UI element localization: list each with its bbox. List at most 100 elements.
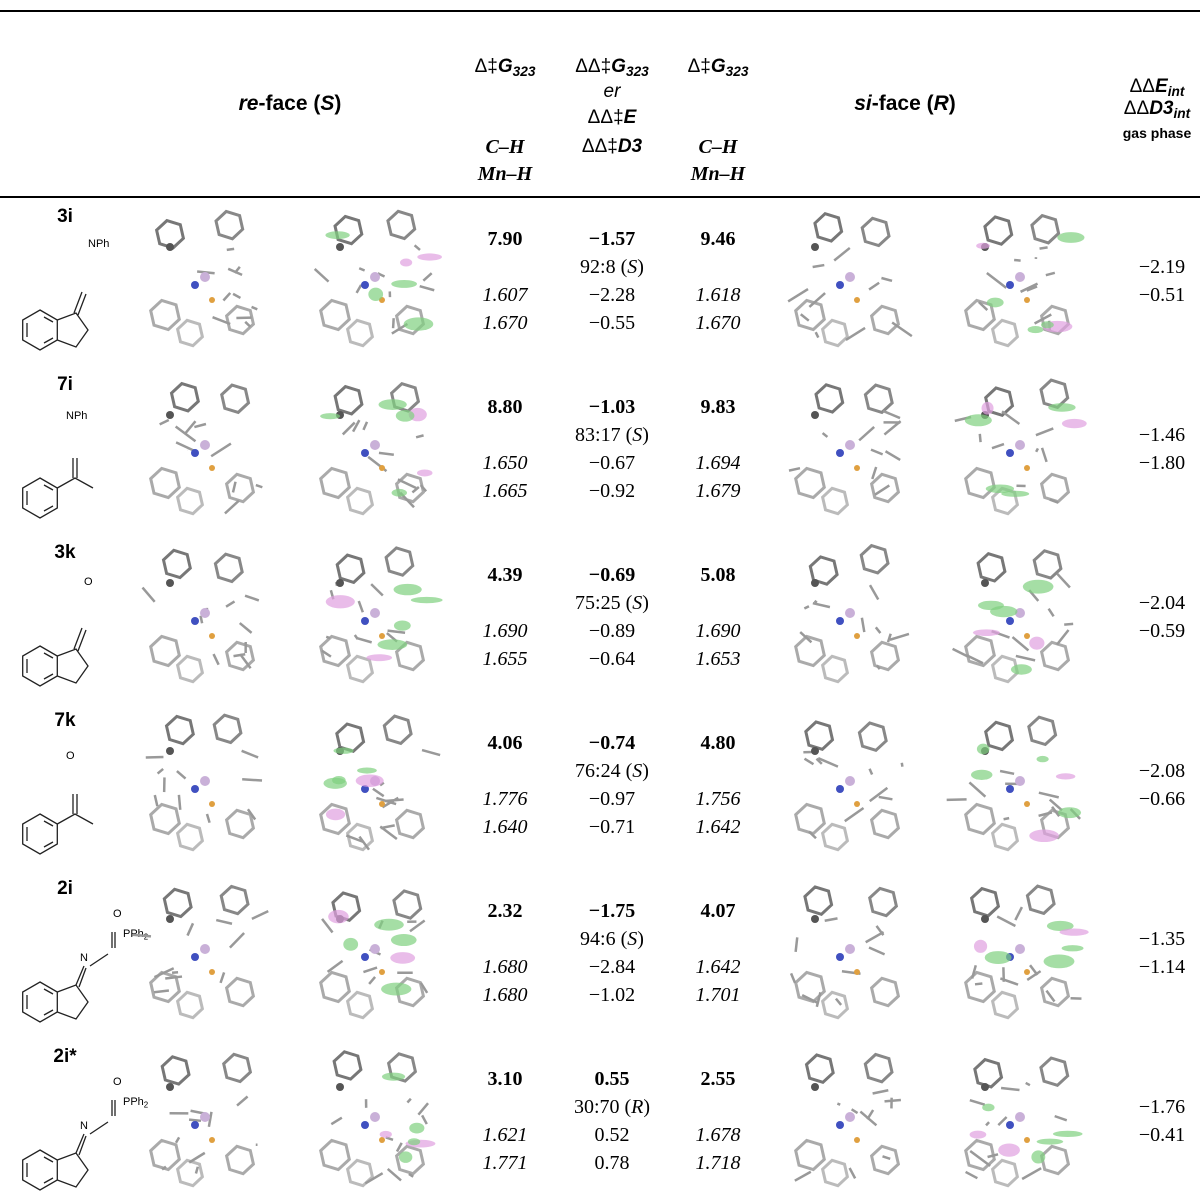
text-segment: G [498,56,513,77]
bond [1064,624,1073,625]
bond [177,771,186,779]
bond [869,947,885,954]
value-cell: 7.90 [488,228,523,251]
value-cell: −1.14 [1139,956,1185,979]
bond [837,1104,840,1105]
atom [370,440,380,450]
molecule-render [130,373,280,523]
compound-label: 2i [57,878,73,900]
atom [166,411,174,419]
er-cell: 92:8 (S) [580,256,644,279]
text-segment: S [632,760,642,782]
text-segment: R [934,92,949,115]
ring [151,468,180,497]
ring [1042,978,1069,1005]
atom [336,243,344,251]
atom [854,297,860,303]
nci-surface [366,654,392,661]
text-segment: Δ‡ [688,56,711,77]
nci-surface [334,748,354,754]
atom [336,579,344,587]
column-header-line: Δ‡G323 [475,56,536,79]
atom [1006,1121,1014,1129]
atom [200,944,210,954]
bond [242,779,262,780]
bond [823,433,828,437]
text-segment: re [239,92,259,115]
atom [191,785,199,793]
value-cell: −1.57 [589,228,635,251]
bond [357,638,372,642]
ring [227,1146,254,1173]
bond [165,977,182,979]
ring [348,320,373,345]
bond [418,1103,428,1114]
ring [805,887,832,914]
nci-surface [380,1131,392,1138]
text-segment: S [320,92,334,115]
bond [1014,260,1021,261]
atom [836,1121,844,1129]
ring [986,722,1013,749]
nci-surface [998,1143,1020,1156]
nci-surface [343,938,358,951]
value-cell: 1.640 [483,816,528,839]
bond [859,427,874,440]
ring [178,656,203,681]
nci-surface [974,940,987,953]
bond [862,618,864,632]
structure-label: O [113,908,122,920]
si-face-header: si-face (R) [854,92,956,116]
ring [823,992,848,1017]
bond [970,1151,990,1166]
nci-surface [965,414,992,426]
bond [1013,637,1029,650]
value-cell: −0.69 [589,564,635,587]
bond [416,435,423,437]
bond [890,634,909,640]
text-segment: int [1168,84,1185,99]
atom [166,747,174,755]
nci-surface [368,288,383,301]
molecule-render [775,541,925,691]
atom [1006,281,1014,289]
ring [823,320,848,345]
er-cell: 94:6 (S) [580,928,644,951]
text-segment: ) [334,92,341,115]
atom [836,281,844,289]
text-segment: O [84,576,93,588]
ring [872,1146,899,1173]
ring [178,1160,203,1185]
molecule-render [130,205,280,355]
nci-surface [357,767,377,773]
text-segment: 76:24 ( [575,760,632,782]
ring [162,1057,189,1084]
text-segment: gas phase [1123,125,1191,141]
ring [815,214,842,241]
bond [972,965,976,978]
text-segment: 75:25 ( [575,592,632,614]
text-segment: int [1173,106,1190,121]
bond [225,501,239,514]
bond [158,769,164,774]
ring [178,320,203,345]
structure-label: O [66,750,75,762]
bond [154,990,169,992]
atom [1006,617,1014,625]
ring [966,804,995,833]
bond [233,654,245,656]
text-segment: ΔΔ‡ [582,136,618,157]
nci-surface [396,410,415,422]
nci-surface [408,1138,420,1145]
value-cell: −2.08 [1139,760,1185,783]
bond [805,759,814,764]
nci-surface [390,952,415,964]
bond [788,289,808,301]
value-cell: 0.52 [595,1124,630,1147]
atom [1024,633,1030,639]
atom [845,272,855,282]
atom [191,449,199,457]
bond [228,269,242,275]
text-segment: D3 [1149,98,1173,119]
molecule-render [300,1045,450,1195]
